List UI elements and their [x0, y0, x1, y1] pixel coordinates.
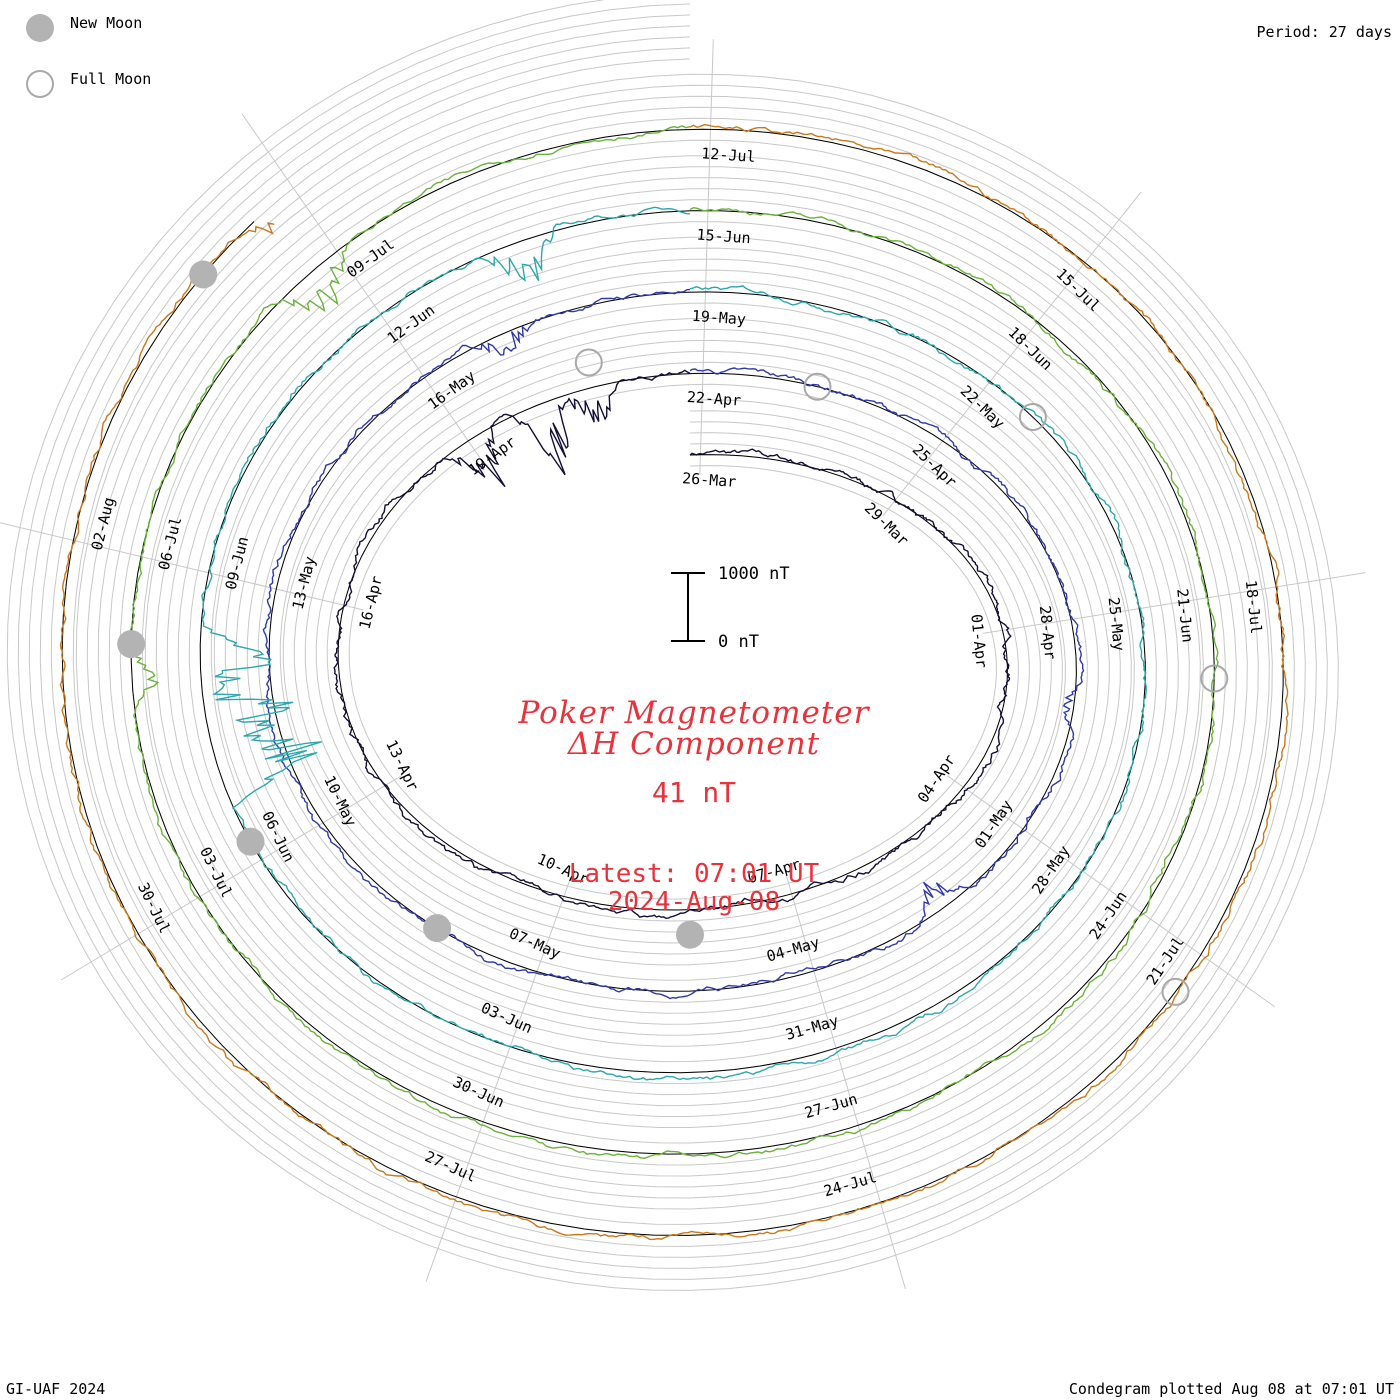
spoke-line	[882, 191, 1142, 517]
new-moon-marker	[189, 260, 218, 289]
chart-title: Poker Magnetometer ΔH Component 41 nT	[440, 695, 948, 810]
full-moon-marker	[1161, 977, 1190, 1006]
date-label: 13-Apr	[382, 737, 422, 794]
date-label: 06-Jun	[258, 808, 298, 865]
date-label: 22-Apr	[686, 388, 741, 410]
series-line-rotation-2	[201, 206, 1147, 1081]
date-label: 21-Jun	[1173, 588, 1197, 644]
current-field-value: 41 nT	[651, 776, 737, 809]
latest-date: 2024-Aug-08	[607, 887, 781, 917]
date-label: 27-Jun	[803, 1090, 860, 1122]
date-label: 19-May	[691, 307, 746, 329]
series-line-rotation-1	[262, 288, 1085, 1000]
full-moon-marker	[574, 348, 603, 377]
scale-bar-bottom-label: 0 nT	[718, 632, 759, 652]
grid-spiral	[28, 14, 1317, 1269]
date-label: 09-Jul	[343, 235, 397, 281]
grid-spiral	[6, 0, 1339, 1291]
plotted-timestamp: Condegram plotted Aug 08 at 07:01 UT	[1068, 1380, 1394, 1398]
credit-label: GI-UAF 2024	[6, 1380, 106, 1398]
title-line-2: ΔH Component	[567, 726, 821, 762]
date-label: 28-May	[1028, 842, 1073, 897]
moon-markers	[117, 260, 1229, 1006]
date-label: 04-May	[765, 933, 822, 965]
spoke-line	[425, 877, 572, 1282]
date-label: 31-May	[784, 1012, 841, 1044]
date-label: 15-Jun	[696, 226, 751, 248]
grid-spiral	[50, 36, 1295, 1247]
full-moon-marker	[1018, 403, 1047, 431]
date-label: 01-Apr	[967, 613, 991, 669]
date-label: 27-Jul	[422, 1147, 479, 1185]
new-moon-icon	[26, 14, 54, 42]
spoke-line	[60, 775, 403, 981]
spoke-line	[241, 113, 481, 458]
date-label: 03-Jun	[478, 999, 535, 1037]
scale-bar: 1000 nT 0 nT	[671, 564, 790, 652]
date-label: 28-Apr	[1036, 605, 1060, 661]
full-moon-icon	[26, 70, 54, 98]
series-line-rotation-3	[127, 125, 1219, 1160]
date-label: 18-Jul	[1242, 579, 1266, 635]
date-label: 12-Jul	[701, 144, 756, 166]
spoke-line	[0, 522, 364, 611]
legend-full-moon-label: Full Moon	[70, 70, 152, 88]
date-label: 24-Jun	[1085, 888, 1130, 943]
grid-lines	[6, 0, 1339, 1291]
new-moon-marker	[117, 630, 146, 659]
spoke-line	[699, 39, 714, 475]
grid-spiral	[72, 58, 1273, 1225]
spoke-lines	[0, 39, 1366, 1290]
series-lines	[59, 123, 1289, 1241]
date-label: 25-May	[1105, 596, 1129, 652]
new-moon-marker	[236, 827, 265, 856]
new-moon-marker	[423, 914, 452, 943]
period-label: Period: 27 days	[1256, 23, 1392, 41]
grid-spiral	[39, 25, 1306, 1258]
spoke-line	[947, 775, 1275, 1008]
date-label: 26-Mar	[682, 469, 737, 491]
date-label: 16-Apr	[356, 574, 387, 631]
new-moon-marker	[676, 920, 704, 949]
legend-new-moon-label: New Moon	[70, 14, 143, 32]
spoke-line	[982, 572, 1366, 634]
spoke-line	[785, 874, 906, 1290]
baseline-spiral	[61, 128, 1284, 1236]
grid-spiral	[17, 3, 1328, 1280]
latest-time: Latest: 07:01 UT	[568, 859, 820, 889]
series-line-rotation-0	[333, 369, 1012, 920]
series-line-rotation-4	[59, 123, 1289, 1241]
date-label: 07-May	[506, 924, 563, 962]
title-line-1: Poker Magnetometer	[518, 695, 870, 731]
date-label: 24-Jul	[822, 1168, 879, 1200]
full-moon-marker	[803, 372, 832, 401]
latest-time-block: Latest: 07:01 UT 2024-Aug-08	[480, 860, 908, 916]
full-moon-marker	[1200, 664, 1229, 693]
scale-bar-top-label: 1000 nT	[718, 564, 790, 584]
rotation-baselines	[61, 128, 1284, 1236]
